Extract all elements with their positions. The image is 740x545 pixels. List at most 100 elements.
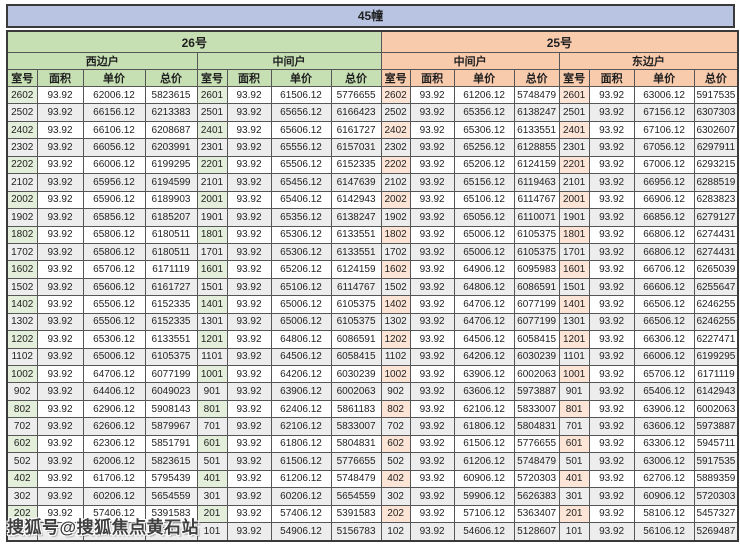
value-cell: 93.92 bbox=[409, 399, 455, 419]
value-cell: 5879967 bbox=[144, 417, 198, 436]
room-number-cell: 1302 bbox=[6, 312, 38, 332]
value-cell: 93.92 bbox=[409, 173, 455, 192]
value-cell: 93.92 bbox=[36, 277, 84, 297]
room-number-cell: 1801 bbox=[196, 225, 228, 244]
room-number-cell: 2301 bbox=[196, 138, 228, 157]
room-number-cell: 702 bbox=[380, 417, 411, 436]
value-cell: 61706.12 bbox=[82, 469, 146, 489]
column-header: 单价 bbox=[270, 69, 332, 87]
building-26-header: 26号 bbox=[6, 30, 382, 53]
table-row: 1602 93.92 65706.12 6171119 1601 93.92 65206.1… bbox=[6, 260, 739, 279]
room-number-cell: 1902 bbox=[380, 208, 411, 227]
value-cell: 65306.12 bbox=[270, 225, 332, 244]
value-cell: 65006.12 bbox=[82, 347, 146, 367]
value-cell: 6246255 bbox=[693, 312, 739, 332]
value-cell: 5804831 bbox=[330, 434, 382, 454]
column-header: 单价 bbox=[453, 69, 515, 87]
value-cell: 5720303 bbox=[513, 469, 560, 489]
value-cell: 93.92 bbox=[36, 382, 84, 401]
value-cell: 54906.12 bbox=[270, 521, 332, 542]
column-header: 室号 bbox=[6, 69, 38, 87]
room-number-cell: 802 bbox=[6, 399, 38, 419]
value-cell: 6138247 bbox=[330, 208, 382, 227]
column-header: 单价 bbox=[82, 69, 146, 87]
value-cell: 93.92 bbox=[409, 364, 455, 384]
table-row: 1402 93.92 65506.12 6152335 1401 93.92 65006.1… bbox=[6, 295, 739, 314]
value-cell: 93.92 bbox=[226, 469, 272, 489]
value-cell: 65856.12 bbox=[82, 208, 146, 227]
value-cell: 93.92 bbox=[588, 417, 635, 436]
table-row: 702 93.92 62606.12 5879967 701 93.92 62106.12 5… bbox=[6, 417, 739, 436]
value-cell: 6194599 bbox=[144, 173, 198, 192]
value-cell: 66906.12 bbox=[633, 190, 695, 210]
value-cell: 6119463 bbox=[513, 173, 560, 192]
value-cell: 93.92 bbox=[588, 277, 635, 297]
room-number-cell: 2602 bbox=[380, 85, 411, 105]
room-number-cell: 2501 bbox=[196, 103, 228, 122]
value-cell: 65506.12 bbox=[82, 312, 146, 332]
value-cell: 5391583 bbox=[144, 504, 198, 523]
value-cell: 66156.12 bbox=[82, 103, 146, 122]
value-cell: 93.92 bbox=[36, 295, 84, 314]
room-number-cell: 2202 bbox=[6, 155, 38, 175]
value-cell: 62106.12 bbox=[270, 417, 332, 436]
value-cell: 6030239 bbox=[513, 347, 560, 367]
room-number-cell: 401 bbox=[196, 469, 228, 489]
value-cell: 6274431 bbox=[693, 242, 739, 262]
value-cell: 93.92 bbox=[588, 434, 635, 454]
value-cell: 5457327 bbox=[693, 504, 739, 523]
value-cell: 5128607 bbox=[513, 521, 560, 542]
value-cell: 93.92 bbox=[36, 434, 84, 454]
room-number-cell: 1801 bbox=[558, 225, 590, 244]
column-header: 面积 bbox=[409, 69, 455, 87]
value-cell: 6203991 bbox=[144, 138, 198, 157]
value-cell: 6227471 bbox=[693, 330, 739, 349]
value-cell: 6105375 bbox=[144, 347, 198, 367]
value-cell: 6171119 bbox=[144, 260, 198, 279]
room-number-cell: 2302 bbox=[380, 138, 411, 157]
value-cell: 93.92 bbox=[588, 521, 635, 542]
value-cell: 67156.12 bbox=[633, 103, 695, 122]
value-cell: 93.92 bbox=[409, 208, 455, 227]
value-cell: 93.92 bbox=[409, 242, 455, 262]
room-number-cell: 1201 bbox=[196, 330, 228, 349]
value-cell: 93.92 bbox=[409, 155, 455, 175]
value-cell: 93.92 bbox=[409, 469, 455, 489]
value-cell: 93.92 bbox=[36, 85, 84, 105]
value-cell: 6274431 bbox=[693, 225, 739, 244]
room-number-cell: 202 bbox=[380, 504, 411, 523]
value-cell: 6077199 bbox=[144, 364, 198, 384]
value-cell: 93.92 bbox=[36, 260, 84, 279]
room-number-cell: 1002 bbox=[6, 364, 38, 384]
column-header: 室号 bbox=[196, 69, 228, 87]
value-cell: 5748479 bbox=[513, 85, 560, 105]
value-cell: 93.92 bbox=[226, 364, 272, 384]
room-number-cell: 1501 bbox=[196, 277, 228, 297]
column-header: 室号 bbox=[380, 69, 411, 87]
value-cell: 6077199 bbox=[513, 295, 560, 314]
value-cell: 57406.12 bbox=[270, 504, 332, 523]
value-cell: 93.92 bbox=[36, 155, 84, 175]
table-row: 1102 93.92 65006.12 6105375 1101 93.92 64506.1… bbox=[6, 347, 739, 367]
value-cell: 67056.12 bbox=[633, 138, 695, 157]
room-number-cell: 101 bbox=[558, 521, 590, 542]
value-cell: 66056.12 bbox=[82, 138, 146, 157]
value-cell: 5776655 bbox=[330, 452, 382, 471]
value-cell: 93.92 bbox=[226, 277, 272, 297]
value-cell: 65406.12 bbox=[633, 382, 695, 401]
table-body: 2602 93.92 62006.12 5823615 2601 93.92 61506.1… bbox=[6, 85, 739, 542]
value-cell: 62706.12 bbox=[633, 469, 695, 489]
value-cell: 65006.12 bbox=[270, 295, 332, 314]
column-header: 面积 bbox=[226, 69, 272, 87]
value-cell: 6293215 bbox=[693, 155, 739, 175]
room-number-cell: 1301 bbox=[196, 312, 228, 332]
room-number-cell: 2101 bbox=[558, 173, 590, 192]
table-row: 2002 93.92 65906.12 6189903 2001 93.92 65406.1… bbox=[6, 190, 739, 210]
value-cell: 63606.12 bbox=[453, 382, 515, 401]
value-cell: 5156783 bbox=[330, 521, 382, 542]
value-cell: 66806.12 bbox=[633, 225, 695, 244]
value-cell: 93.92 bbox=[36, 417, 84, 436]
value-cell: 93.92 bbox=[409, 347, 455, 367]
value-cell: 63006.12 bbox=[633, 85, 695, 105]
value-cell: 61506.12 bbox=[270, 85, 332, 105]
